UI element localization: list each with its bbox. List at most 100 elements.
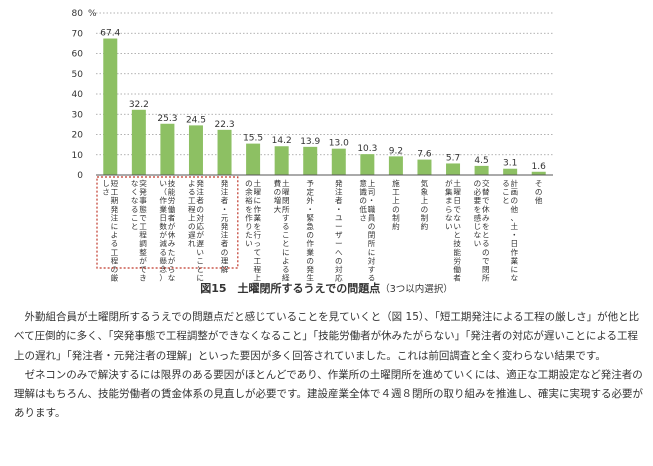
svg-text:そ: そ (535, 179, 543, 188)
bar-14 (503, 168, 518, 175)
bar-2 (160, 123, 175, 175)
svg-text:集: 集 (445, 187, 453, 197)
svg-text:計: 計 (511, 178, 519, 188)
y-tick-label: 60 (72, 50, 84, 60)
y-axis-unit-label: % (88, 9, 97, 19)
svg-text:工: 工 (111, 248, 119, 257)
svg-text:解: 解 (221, 264, 229, 274)
svg-text:ー: ー (335, 222, 343, 231)
svg-text:短: 短 (111, 178, 119, 188)
y-tick-label: 10 (72, 151, 84, 161)
figure-caption: 図15 土曜閉所するうえでの問題点（3つ以内選択） (0, 280, 653, 296)
svg-text:識: 識 (359, 187, 367, 197)
svg-text:し: し (102, 179, 110, 188)
svg-text:・: ・ (221, 205, 229, 214)
svg-text:予: 予 (306, 179, 314, 188)
paragraph-1: 外勤組合員が土曜閉所するうえでの問題点だと感じていることを見ていくと（図 15）… (14, 311, 640, 362)
svg-text:増: 増 (274, 195, 282, 205)
svg-text:工: 工 (392, 188, 400, 197)
svg-text:働: 働 (168, 204, 176, 214)
svg-text:応: 応 (196, 221, 204, 231)
svg-text:に: に (253, 196, 261, 205)
svg-text:が: が (168, 255, 176, 265)
value-label-15: 1.6 (532, 162, 547, 172)
svg-text:注: 注 (335, 187, 343, 197)
svg-text:土: 土 (253, 178, 261, 188)
bar-1 (131, 109, 146, 175)
svg-text:の: の (474, 179, 482, 188)
svg-text:制: 制 (421, 212, 429, 222)
svg-text:ら: ら (168, 265, 176, 274)
svg-text:者: 者 (335, 196, 343, 205)
bar-9 (360, 154, 375, 175)
svg-text:発: 発 (306, 265, 314, 274)
svg-text:事: 事 (139, 195, 147, 205)
svg-text:き: き (139, 274, 147, 283)
svg-text:急: 急 (306, 221, 314, 231)
bar-7 (303, 146, 318, 175)
value-label-2: 25.3 (157, 114, 177, 124)
svg-text:の: の (111, 265, 119, 274)
svg-text:職: 職 (368, 205, 376, 214)
svg-text:に: に (196, 274, 204, 283)
svg-text:の: の (392, 205, 400, 214)
svg-text:を: を (253, 222, 261, 231)
svg-text:経: 経 (282, 273, 290, 283)
svg-text:念: 念 (159, 264, 167, 274)
svg-text:曜: 曜 (253, 188, 261, 197)
value-label-9: 10.3 (357, 144, 377, 154)
svg-text:に: に (511, 265, 519, 274)
svg-text:て: て (253, 248, 261, 257)
svg-text:対: 対 (196, 212, 204, 222)
svg-text:他: 他 (511, 204, 519, 214)
svg-text:が: が (196, 230, 204, 240)
category-label-3: 発注者の対応が遅いことに よる工程上の遅れ (188, 179, 204, 283)
svg-text:よ: よ (282, 256, 290, 265)
value-label-0: 67.4 (100, 29, 120, 39)
bar-11 (417, 159, 432, 175)
svg-text:を: を (245, 205, 253, 214)
value-label-1: 32.2 (129, 100, 149, 110)
svg-text:な: な (131, 196, 139, 205)
svg-text:）: ） (159, 274, 167, 283)
bar-3 (188, 125, 203, 175)
value-label-11: 7.6 (417, 150, 432, 160)
svg-text:み: み (482, 213, 490, 222)
bars (103, 38, 546, 175)
svg-text:発: 発 (221, 222, 229, 231)
svg-text:厳: 厳 (111, 273, 119, 283)
svg-text:の: の (335, 256, 343, 265)
body-text: 外勤組合員が土曜閉所するうえでの問題点だと感じていることを見ていくと（図 15）… (14, 308, 644, 424)
svg-text:る: る (282, 222, 290, 231)
svg-text:と: と (453, 231, 461, 240)
svg-text:の: の (306, 231, 314, 240)
svg-text:働: 働 (453, 264, 461, 274)
svg-text:曜: 曜 (453, 188, 461, 197)
svg-text:の: の (535, 188, 543, 197)
y-tick-label: 70 (72, 29, 84, 39)
svg-text:に: に (282, 248, 290, 257)
svg-text:所: 所 (368, 238, 376, 248)
y-tick-label: 40 (72, 90, 84, 100)
svg-text:日: 日 (511, 239, 519, 248)
svg-text:な: な (445, 213, 453, 222)
svg-text:発: 発 (196, 179, 204, 188)
value-label-6: 14.2 (272, 136, 292, 146)
svg-text:発: 発 (221, 179, 229, 188)
svg-text:業: 業 (253, 212, 261, 222)
svg-text:上: 上 (421, 196, 429, 205)
svg-text:生: 生 (306, 273, 314, 283)
svg-text:程: 程 (188, 205, 196, 214)
svg-text:画: 画 (511, 188, 519, 197)
y-tick-label: 30 (72, 110, 84, 120)
svg-text:上: 上 (392, 196, 400, 205)
svg-text:工: 工 (253, 256, 261, 265)
value-label-14: 3.1 (503, 159, 517, 169)
svg-text:る: る (188, 188, 196, 197)
svg-text:さ: さ (102, 188, 110, 197)
